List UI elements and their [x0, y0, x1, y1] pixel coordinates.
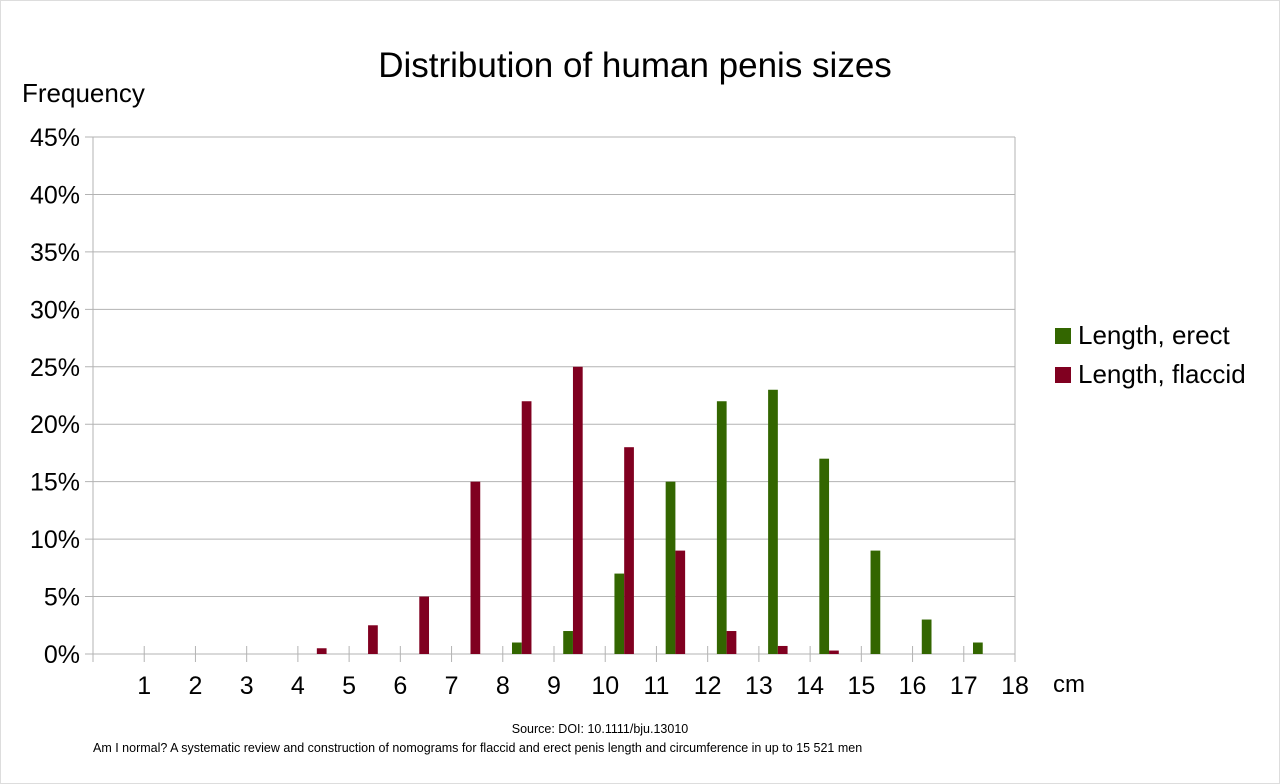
chart-title: Distribution of human penis sizes: [378, 46, 892, 85]
bar-flaccid: [316, 648, 327, 654]
source-note: Source: DOI: 10.1111/bju.13010: [511, 722, 689, 736]
y-tick-label: 40%: [30, 181, 80, 209]
bar-erect: [563, 631, 573, 654]
x-tick-label: 7: [445, 672, 459, 700]
bar-flaccid: [675, 550, 686, 654]
x-tick-label: 13: [745, 672, 773, 700]
x-tick-label: 9: [547, 672, 561, 700]
y-tick-label: 35%: [30, 239, 80, 267]
x-tick-label: 1: [137, 672, 151, 700]
x-tick-label: 3: [240, 672, 254, 700]
x-tick-label: 11: [643, 672, 669, 700]
y-tick-label: 5%: [44, 584, 80, 612]
y-tick-label: 0%: [44, 641, 80, 669]
y-tick-label: 20%: [30, 411, 80, 439]
legend-item-erect: Length, erect: [1055, 316, 1246, 355]
bar-flaccid: [624, 447, 634, 654]
x-axis-label: cm: [1053, 671, 1085, 698]
x-tick-label: 14: [796, 672, 824, 700]
bar-erect: [665, 481, 676, 654]
y-tick-label: 25%: [30, 354, 80, 382]
legend: Length, erect Length, flaccid: [1055, 316, 1246, 394]
bar-flaccid: [572, 366, 583, 654]
bar-flaccid: [470, 481, 481, 654]
x-tick-label: 4: [291, 672, 305, 700]
x-tick-label: 6: [393, 672, 407, 700]
citation-note: Am I normal? A systematic review and con…: [93, 741, 863, 755]
y-axis-label: Frequency: [22, 78, 145, 108]
y-tick-label: 15%: [30, 469, 80, 497]
x-tick-label: 16: [899, 672, 927, 700]
bar-erect: [511, 642, 522, 654]
x-tick-label: 15: [847, 672, 875, 700]
bar-flaccid: [521, 401, 532, 654]
bar-erect: [716, 401, 727, 654]
bar-flaccid: [777, 645, 788, 654]
x-tick-label: 2: [188, 672, 202, 700]
legend-label: Length, erect: [1078, 320, 1230, 350]
x-tick-label: 5: [342, 672, 356, 700]
bar-flaccid: [368, 625, 378, 654]
bar-flaccid: [829, 650, 839, 654]
y-tick-label: 10%: [30, 526, 80, 554]
legend-swatch: [1055, 366, 1071, 383]
legend-label: Length, flaccid: [1078, 359, 1246, 389]
y-tick-label: 45%: [30, 124, 80, 152]
legend-swatch: [1055, 327, 1071, 344]
x-tick-label: 17: [950, 672, 978, 700]
bar-flaccid: [419, 596, 430, 654]
legend-item-flaccid: Length, flaccid: [1055, 355, 1246, 394]
x-tick-label: 18: [1001, 672, 1029, 700]
bar-erect: [870, 550, 881, 654]
bar-erect: [614, 573, 625, 654]
bar-erect: [972, 642, 983, 654]
y-tick-label: 30%: [30, 296, 80, 324]
bar-erect: [819, 458, 830, 654]
bar-erect: [921, 619, 932, 654]
x-tick-label: 12: [694, 672, 722, 700]
bar-flaccid: [726, 631, 737, 654]
x-tick-label: 8: [496, 672, 510, 700]
x-tick-label: 10: [591, 672, 619, 700]
bar-erect: [768, 389, 778, 654]
